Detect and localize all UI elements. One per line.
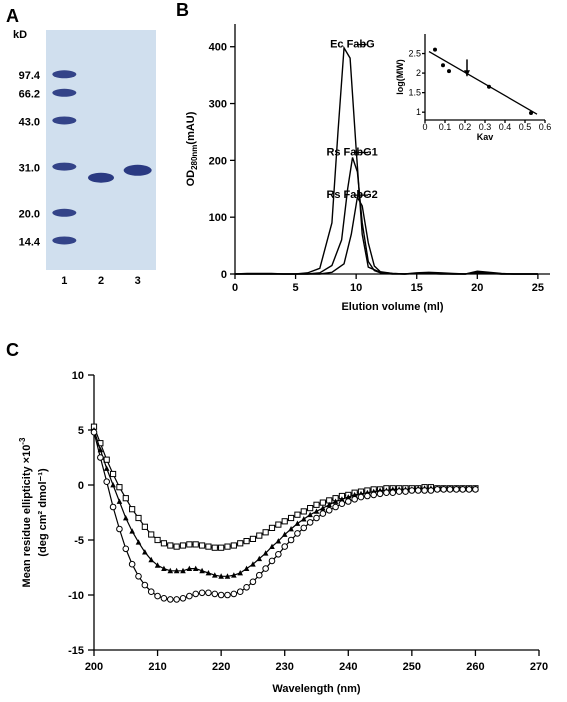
svg-text:log(MW): log(MW): [395, 59, 405, 94]
panel-a-gel: kD 97.4 66.2 43.0 31.0 20.0 14.4 1 2 3: [0, 10, 170, 290]
svg-text:Kav: Kav: [477, 132, 494, 142]
svg-text:100: 100: [209, 212, 227, 224]
svg-text:kD: kD: [13, 29, 27, 41]
svg-text:0.5: 0.5: [519, 122, 532, 132]
svg-text:31.0: 31.0: [19, 162, 40, 174]
svg-text:Rs FabG1: Rs FabG1: [326, 147, 377, 159]
svg-text:220: 220: [212, 661, 230, 673]
svg-text:25: 25: [532, 282, 544, 294]
svg-text:5: 5: [78, 425, 84, 437]
svg-text:Rs FabG2: Rs FabG2: [326, 189, 377, 201]
panel-c-cd-spectra: 200 210 220 230 240 250 260 270 -15 -10 -5 0 5 10 Wave…: [4, 350, 564, 700]
svg-text:260: 260: [466, 661, 484, 673]
svg-text:97.4: 97.4: [19, 70, 41, 82]
svg-text:5: 5: [293, 282, 299, 294]
svg-text:1: 1: [416, 107, 421, 117]
svg-text:0.1: 0.1: [439, 122, 452, 132]
svg-text:14.4: 14.4: [19, 236, 41, 248]
svg-text:-10: -10: [68, 590, 84, 602]
svg-text:Wavelength (nm): Wavelength (nm): [272, 683, 361, 695]
svg-text:1.5: 1.5: [408, 88, 421, 98]
svg-text:66.2: 66.2: [19, 89, 40, 101]
svg-text:10: 10: [350, 282, 362, 294]
svg-text:1: 1: [61, 275, 67, 287]
svg-text:230: 230: [276, 661, 294, 673]
svg-text:10: 10: [72, 370, 84, 382]
svg-text:0: 0: [78, 480, 84, 492]
svg-text:0.3: 0.3: [479, 122, 492, 132]
svg-text:20.0: 20.0: [19, 209, 40, 221]
svg-text:-5: -5: [74, 535, 84, 547]
svg-text:0.6: 0.6: [539, 122, 552, 132]
svg-text:270: 270: [530, 661, 548, 673]
svg-text:200: 200: [209, 155, 227, 167]
svg-text:240: 240: [339, 661, 357, 673]
svg-text:15: 15: [411, 282, 423, 294]
svg-text:250: 250: [403, 661, 421, 673]
svg-text:0.4: 0.4: [499, 122, 512, 132]
svg-text:2.5: 2.5: [408, 49, 421, 59]
svg-text:400: 400: [209, 42, 227, 54]
svg-text:0: 0: [221, 269, 227, 281]
svg-text:Ec FabG: Ec FabG: [330, 39, 375, 51]
svg-text:210: 210: [148, 661, 166, 673]
svg-text:2: 2: [98, 275, 104, 287]
svg-text:43.0: 43.0: [19, 116, 40, 128]
svg-text:3: 3: [135, 275, 141, 287]
svg-text:0.2: 0.2: [459, 122, 472, 132]
svg-text:300: 300: [209, 99, 227, 111]
svg-text:Mean residue ellipticity ×10-3: Mean residue ellipticity ×10-3: [18, 437, 33, 587]
svg-text:Elution volume (ml): Elution volume (ml): [341, 301, 443, 313]
svg-text:(deg cm² dmol⁻¹): (deg cm² dmol⁻¹): [37, 468, 49, 557]
panel-b-chromatogram: 05101520250100200300400Elution volume (m…: [180, 4, 567, 314]
svg-text:2: 2: [416, 68, 421, 78]
svg-text:0: 0: [422, 122, 427, 132]
svg-text:OD280nm(mAU): OD280nm(mAU): [185, 111, 199, 186]
svg-text:-15: -15: [68, 645, 84, 657]
svg-text:200: 200: [85, 661, 103, 673]
svg-text:20: 20: [471, 282, 483, 294]
svg-text:0: 0: [232, 282, 238, 294]
